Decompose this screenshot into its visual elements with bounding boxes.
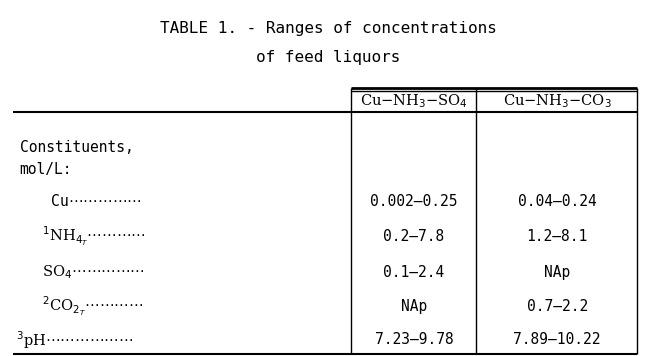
Text: NAp: NAp [401, 299, 427, 314]
Text: of feed liquors: of feed liquors [256, 50, 401, 65]
Text: Cu$-$NH$_{3}$$-$CO$_{3}$: Cu$-$NH$_{3}$$-$CO$_{3}$ [503, 93, 612, 110]
Text: TABLE 1. - Ranges of concentrations: TABLE 1. - Ranges of concentrations [160, 21, 497, 36]
Text: 0.7–2.2: 0.7–2.2 [526, 299, 588, 314]
Text: Cu$-$NH$_{3}$$-$SO$_{4}$: Cu$-$NH$_{3}$$-$SO$_{4}$ [360, 93, 468, 110]
Text: Cu$\cdots\cdots\cdots\cdots\cdots$: Cu$\cdots\cdots\cdots\cdots\cdots$ [33, 193, 141, 209]
Text: 0.002–0.25: 0.002–0.25 [370, 194, 458, 209]
Text: 0.2–7.8: 0.2–7.8 [383, 229, 445, 244]
Text: 7.23–9.78: 7.23–9.78 [374, 333, 453, 347]
Text: NAp: NAp [544, 265, 570, 280]
Text: SO$_{4}\cdots\cdots\cdots\cdots\cdots$: SO$_{4}\cdots\cdots\cdots\cdots\cdots$ [33, 263, 145, 281]
Text: Constituents,: Constituents, [20, 140, 133, 155]
Text: 7.89–10.22: 7.89–10.22 [513, 333, 601, 347]
Text: $^{2}$CO$_{2_{T}}\cdots\cdots\cdots\cdots$: $^{2}$CO$_{2_{T}}\cdots\cdots\cdots\cdot… [33, 294, 143, 318]
Text: $^{3}$pH$\cdots\cdots\cdots\cdots\cdots\cdots$: $^{3}$pH$\cdots\cdots\cdots\cdots\cdots\… [16, 329, 134, 351]
Text: $^{1}$NH$_{4_{T}}\cdots\cdots\cdots\cdots$: $^{1}$NH$_{4_{T}}\cdots\cdots\cdots\cdot… [33, 225, 146, 248]
Text: mol/L:: mol/L: [20, 162, 72, 177]
Text: 0.1–2.4: 0.1–2.4 [383, 265, 445, 280]
Text: 1.2–8.1: 1.2–8.1 [526, 229, 588, 244]
Text: 0.04–0.24: 0.04–0.24 [518, 194, 597, 209]
